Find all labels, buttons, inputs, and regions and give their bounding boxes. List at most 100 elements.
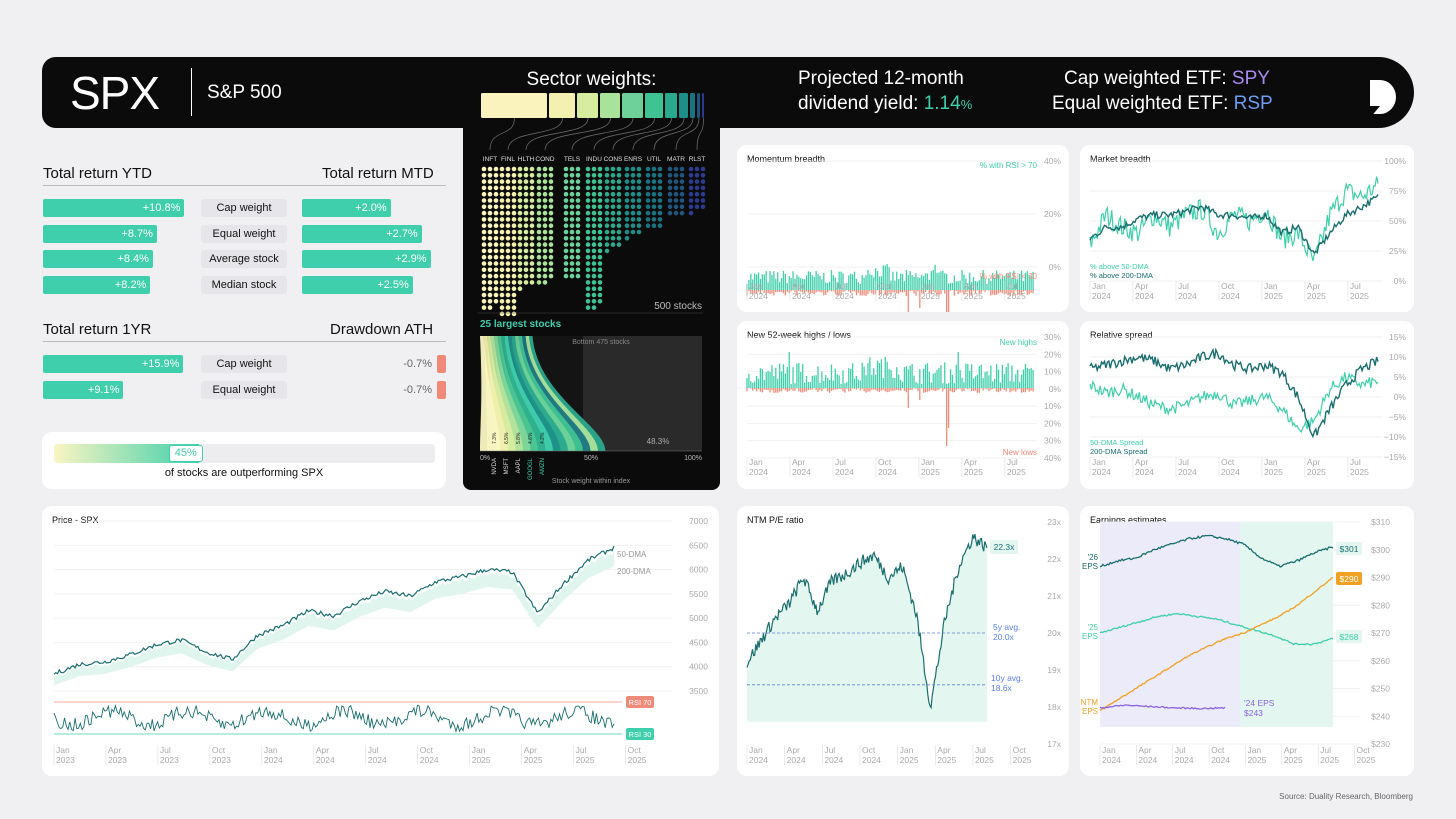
equal-etf-ticker[interactable]: RSP xyxy=(1233,93,1273,114)
stock-dot xyxy=(511,292,517,298)
eps26-badge xyxy=(1336,542,1362,555)
sector-connector xyxy=(632,117,685,151)
stock-dot xyxy=(657,166,663,172)
stock-dot xyxy=(651,217,657,222)
sector-name: UTIL xyxy=(647,156,661,163)
stock-dot xyxy=(630,185,636,191)
x-month-label: Apr xyxy=(524,745,537,755)
ntm-label-2: EPS xyxy=(1082,707,1098,716)
stock-dot xyxy=(536,242,542,247)
stock-dot xyxy=(517,261,523,266)
x-month-label: Jan xyxy=(472,745,486,755)
stock-dot xyxy=(542,204,548,210)
stock-dot xyxy=(616,185,622,191)
stock-dot xyxy=(591,286,597,291)
x-month-label: Apr xyxy=(1307,457,1320,467)
ntm-label: NTM xyxy=(1081,698,1099,707)
x-year-label: 2024 xyxy=(749,755,768,765)
top-stock-weight: 4.6% xyxy=(528,432,534,444)
x-month-label: Jan xyxy=(1092,281,1106,291)
stock-dot xyxy=(493,254,499,260)
sector-connector xyxy=(696,117,704,151)
stock-dot xyxy=(511,191,517,197)
stock-dot xyxy=(487,185,493,191)
stock-dot xyxy=(610,229,616,235)
stock-dot xyxy=(575,236,581,241)
outperform-bar xyxy=(54,444,435,463)
stock-dot xyxy=(591,210,597,216)
top-stock-group: GOOGL xyxy=(528,457,534,480)
new-highs-label: New highs xyxy=(1000,338,1037,347)
stock-dot xyxy=(624,217,630,222)
stock-dot xyxy=(610,166,616,172)
stock-dot xyxy=(636,198,642,203)
y-tick-label: 4500 xyxy=(689,637,708,647)
x-month-label: Jul xyxy=(824,745,835,755)
stock-dot xyxy=(591,191,597,197)
stock-dot xyxy=(667,185,673,191)
stock-dot xyxy=(481,223,487,228)
stock-dot xyxy=(591,305,597,310)
stock-dot xyxy=(636,185,642,191)
stock-dot xyxy=(481,166,487,172)
y-tick-label: −15% xyxy=(1384,452,1406,462)
stock-dot xyxy=(548,179,554,184)
cap-etf-ticker[interactable]: SPY xyxy=(1231,68,1270,89)
x-month-label: Jul xyxy=(576,745,587,755)
x-month-label: Jul xyxy=(1320,745,1331,755)
stock-dot xyxy=(604,166,610,172)
stock-dot xyxy=(542,242,548,247)
y-tick-label: $270 xyxy=(1371,628,1390,638)
x-year-label: 2025 xyxy=(1264,467,1283,477)
x-month-label: Oct xyxy=(878,457,892,467)
fy25-shade xyxy=(1100,522,1240,727)
stock-dot xyxy=(563,261,569,266)
x-month-label: Oct xyxy=(628,745,642,755)
stock-dot xyxy=(597,299,603,304)
sector-weight-block xyxy=(577,93,598,118)
stock-dot xyxy=(597,166,603,172)
stock-dot xyxy=(505,223,511,228)
stock-dot xyxy=(517,223,523,228)
stock-dot xyxy=(636,191,642,197)
stock-dot xyxy=(523,223,529,228)
stock-dot xyxy=(630,229,636,235)
stock-dot xyxy=(597,254,603,260)
x-month-label: Jan xyxy=(921,281,935,291)
momentum-chart: 40%20%0%20%40%60%% with RSI > 70% with R… xyxy=(746,156,1061,312)
x-month-label: Oct xyxy=(1357,745,1371,755)
x-month-label: Jul xyxy=(1178,457,1189,467)
sector-name: INDU xyxy=(586,156,602,163)
x-year-label: 2025 xyxy=(921,467,940,477)
x-year-label: 2024 xyxy=(787,755,806,765)
stock-dot xyxy=(487,173,493,178)
stock-dot xyxy=(493,204,499,210)
ytd-bar: +8.7% xyxy=(43,224,157,243)
top-stock-name: AMZN xyxy=(540,458,546,475)
top-stock-name: NVDA xyxy=(492,458,498,475)
spread-card: Relative spread 15% 10% 5% 0% −5% −10% −15% 50-… xyxy=(1080,321,1414,489)
stock-dot xyxy=(548,185,554,191)
market-title: Market breadth xyxy=(1090,154,1151,164)
stock-dot xyxy=(542,185,548,191)
stock-dot xyxy=(536,210,542,216)
y-tick-label: 21x xyxy=(1047,591,1061,601)
y-tick-label: 5000 xyxy=(689,613,708,623)
stock-dot xyxy=(481,242,487,247)
stock-dot xyxy=(673,173,679,178)
stock-dot xyxy=(591,179,597,184)
stock-dot xyxy=(563,179,569,184)
stock-dot xyxy=(548,248,554,254)
stock-dot xyxy=(487,299,493,304)
stock-dot xyxy=(542,173,548,178)
y-tick-label: −10% xyxy=(1384,432,1406,442)
stock-dot xyxy=(585,273,591,279)
stock-dot xyxy=(499,229,505,235)
stock-dot xyxy=(636,223,642,228)
x-month-label: Apr xyxy=(1284,745,1297,755)
stock-dot xyxy=(529,236,535,241)
stock-dot xyxy=(563,248,569,254)
x-year-label: 2024 xyxy=(368,755,387,765)
stock-dot xyxy=(630,223,636,228)
x-year-label: 2024 xyxy=(1178,467,1197,477)
